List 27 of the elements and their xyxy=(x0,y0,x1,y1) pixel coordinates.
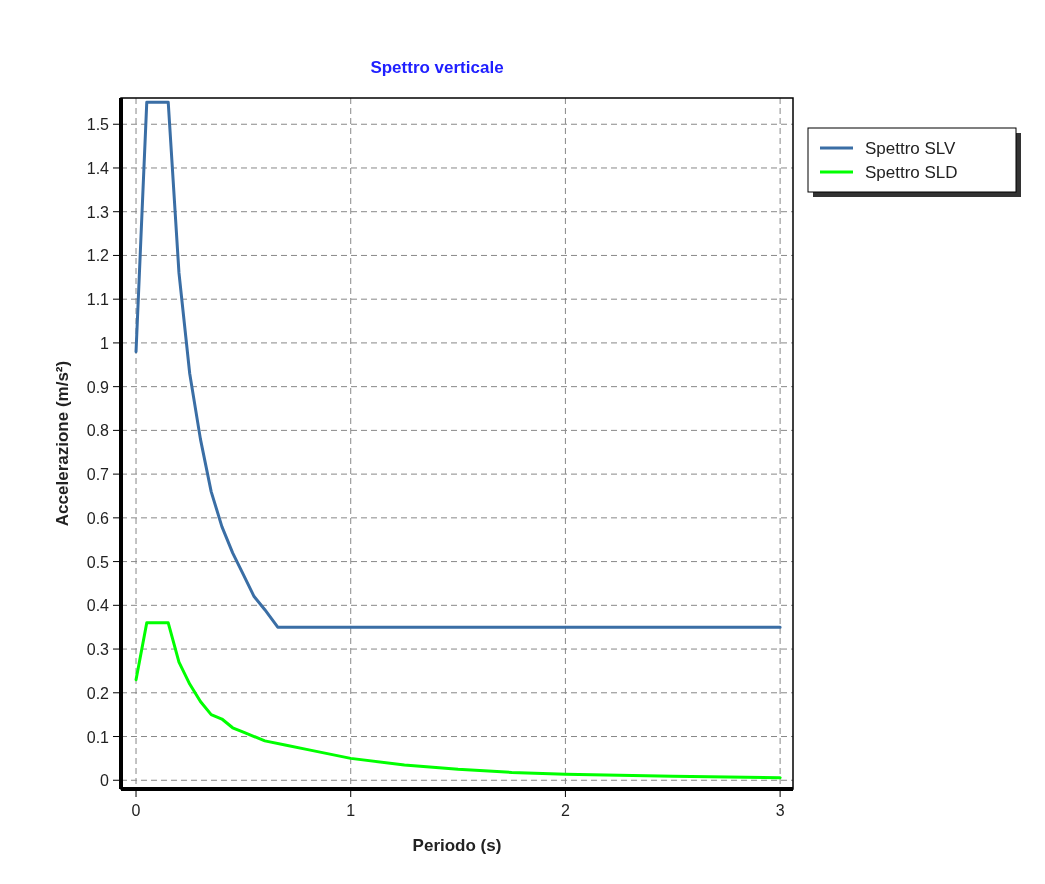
y-tick-label: 1.2 xyxy=(86,247,110,265)
y-tick-label: 0 xyxy=(100,772,110,790)
line-series xyxy=(134,621,782,780)
x-tick-label: 0 xyxy=(131,802,141,819)
y-tick-label: 1.1 xyxy=(86,291,110,309)
y-tick-label: 0.6 xyxy=(86,509,110,527)
y-tick-label: 0.2 xyxy=(86,684,110,702)
legend-label: Spettro SLD xyxy=(865,163,958,182)
y-tick-label: 0.3 xyxy=(86,641,110,659)
chart-title: Spettro verticale xyxy=(370,58,504,77)
x-axis-title: Periodo (s) xyxy=(412,836,502,855)
y-tick-label: 0.8 xyxy=(86,422,110,440)
legend-label: Spettro SLV xyxy=(865,139,957,158)
line-series xyxy=(134,100,782,629)
x-tick-label: 3 xyxy=(775,802,785,819)
y-tick-label: 0.5 xyxy=(86,553,110,571)
x-tick-label: 1 xyxy=(346,802,356,819)
y-tick-label: 1.4 xyxy=(86,159,110,177)
y-tick-label: 1 xyxy=(100,334,110,352)
y-tick-label: 0.1 xyxy=(86,728,110,746)
y-tick-label: 0.7 xyxy=(86,466,110,484)
y-axis-title: Accelerazione (m/s²) xyxy=(53,360,72,527)
y-tick-label: 0.4 xyxy=(86,597,110,615)
y-tick-label: 1.3 xyxy=(86,203,110,221)
y-tick-label: 0.9 xyxy=(86,378,110,396)
x-tick-label: 2 xyxy=(560,802,570,819)
y-tick-label: 1.5 xyxy=(86,116,110,134)
